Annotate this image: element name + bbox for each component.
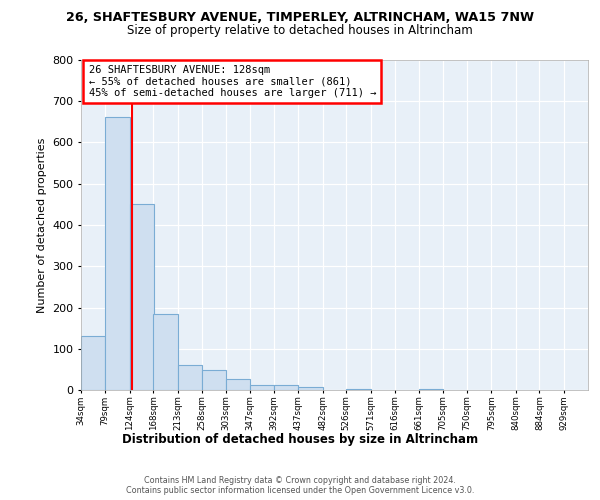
Text: Distribution of detached houses by size in Altrincham: Distribution of detached houses by size …: [122, 432, 478, 446]
Bar: [250, 384, 274, 390]
Bar: [81, 336, 105, 390]
Text: 26 SHAFTESBURY AVENUE: 128sqm
← 55% of detached houses are smaller (861)
45% of : 26 SHAFTESBURY AVENUE: 128sqm ← 55% of d…: [89, 65, 376, 98]
Bar: [274, 384, 298, 390]
Bar: [346, 389, 371, 390]
Text: Size of property relative to detached houses in Altrincham: Size of property relative to detached ho…: [127, 24, 473, 37]
Bar: [298, 386, 323, 390]
Bar: [419, 389, 443, 390]
Bar: [226, 379, 250, 390]
Text: 26, SHAFTESBURY AVENUE, TIMPERLEY, ALTRINCHAM, WA15 7NW: 26, SHAFTESBURY AVENUE, TIMPERLEY, ALTRI…: [66, 11, 534, 24]
Bar: [202, 370, 226, 390]
Bar: [178, 365, 202, 390]
Bar: [130, 204, 154, 390]
Bar: [105, 118, 130, 390]
Text: Contains public sector information licensed under the Open Government Licence v3: Contains public sector information licen…: [126, 486, 474, 495]
Bar: [153, 314, 178, 390]
Y-axis label: Number of detached properties: Number of detached properties: [37, 138, 47, 312]
Text: Contains HM Land Registry data © Crown copyright and database right 2024.: Contains HM Land Registry data © Crown c…: [144, 476, 456, 485]
